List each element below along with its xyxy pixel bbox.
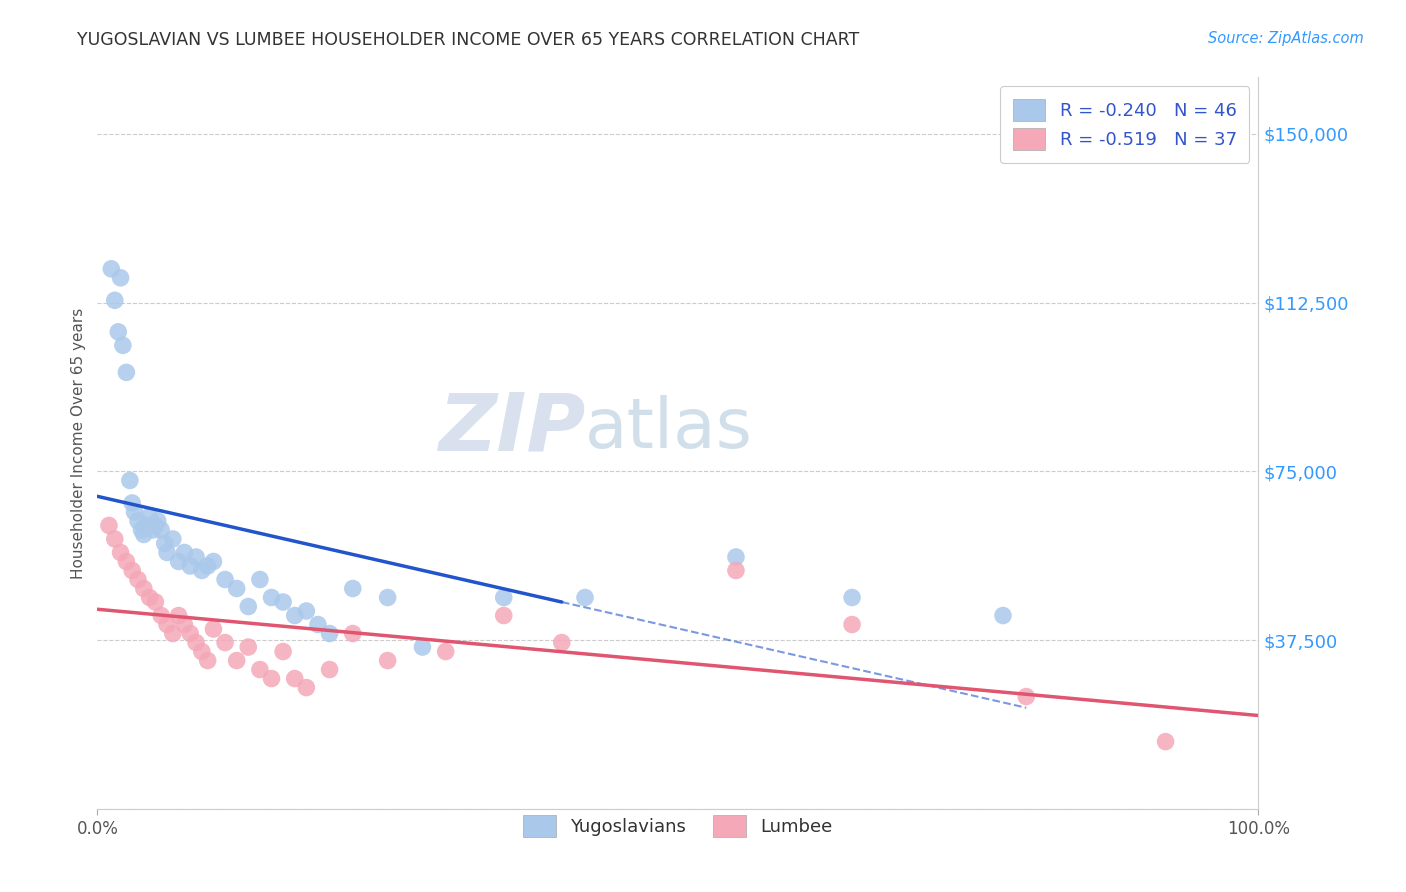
Point <box>132 527 155 541</box>
Point <box>121 496 143 510</box>
Point <box>162 532 184 546</box>
Point <box>225 582 247 596</box>
Point <box>342 626 364 640</box>
Point <box>271 595 294 609</box>
Point <box>492 591 515 605</box>
Point <box>295 604 318 618</box>
Point <box>202 622 225 636</box>
Point <box>150 608 173 623</box>
Point <box>145 518 167 533</box>
Point <box>197 559 219 574</box>
Point <box>271 644 294 658</box>
Point <box>225 654 247 668</box>
Point <box>1154 734 1177 748</box>
Point <box>162 626 184 640</box>
Point <box>115 554 138 568</box>
Point <box>724 549 747 564</box>
Point <box>202 554 225 568</box>
Point <box>1015 690 1038 704</box>
Point <box>167 608 190 623</box>
Point <box>111 338 134 352</box>
Point <box>156 617 179 632</box>
Point <box>110 270 132 285</box>
Point <box>127 573 149 587</box>
Text: atlas: atlas <box>585 395 752 462</box>
Point <box>377 654 399 668</box>
Point <box>104 293 127 308</box>
Point <box>142 523 165 537</box>
Point <box>249 663 271 677</box>
Point <box>841 591 863 605</box>
Point <box>307 617 329 632</box>
Point <box>191 564 214 578</box>
Point <box>260 591 283 605</box>
Point <box>249 573 271 587</box>
Point <box>318 663 340 677</box>
Point <box>145 595 167 609</box>
Point <box>118 474 141 488</box>
Point <box>238 599 260 614</box>
Point <box>131 523 153 537</box>
Y-axis label: Householder Income Over 65 years: Householder Income Over 65 years <box>72 308 86 579</box>
Point <box>492 608 515 623</box>
Point <box>124 505 146 519</box>
Point <box>214 635 236 649</box>
Point <box>179 559 201 574</box>
Point <box>115 365 138 379</box>
Point <box>173 617 195 632</box>
Point <box>295 681 318 695</box>
Legend: Yugoslavians, Lumbee: Yugoslavians, Lumbee <box>516 807 839 844</box>
Point <box>127 514 149 528</box>
Point <box>107 325 129 339</box>
Point <box>284 672 307 686</box>
Point <box>135 518 157 533</box>
Text: ZIP: ZIP <box>437 390 585 467</box>
Text: Source: ZipAtlas.com: Source: ZipAtlas.com <box>1208 31 1364 46</box>
Point <box>138 591 160 605</box>
Point <box>97 518 120 533</box>
Point <box>551 635 574 649</box>
Point <box>100 261 122 276</box>
Point <box>132 582 155 596</box>
Point <box>173 545 195 559</box>
Point <box>377 591 399 605</box>
Point <box>146 514 169 528</box>
Point <box>724 564 747 578</box>
Point <box>238 640 260 654</box>
Point <box>153 536 176 550</box>
Point <box>434 644 457 658</box>
Point <box>284 608 307 623</box>
Point <box>318 626 340 640</box>
Point <box>342 582 364 596</box>
Point <box>150 523 173 537</box>
Point <box>411 640 433 654</box>
Point <box>191 644 214 658</box>
Point <box>991 608 1014 623</box>
Point <box>841 617 863 632</box>
Point <box>110 545 132 559</box>
Point <box>197 654 219 668</box>
Point <box>184 549 207 564</box>
Point <box>184 635 207 649</box>
Point <box>167 554 190 568</box>
Point <box>574 591 596 605</box>
Point <box>179 626 201 640</box>
Point <box>260 672 283 686</box>
Point <box>138 509 160 524</box>
Point <box>156 545 179 559</box>
Point <box>214 573 236 587</box>
Point <box>104 532 127 546</box>
Point <box>121 564 143 578</box>
Text: YUGOSLAVIAN VS LUMBEE HOUSEHOLDER INCOME OVER 65 YEARS CORRELATION CHART: YUGOSLAVIAN VS LUMBEE HOUSEHOLDER INCOME… <box>77 31 859 49</box>
